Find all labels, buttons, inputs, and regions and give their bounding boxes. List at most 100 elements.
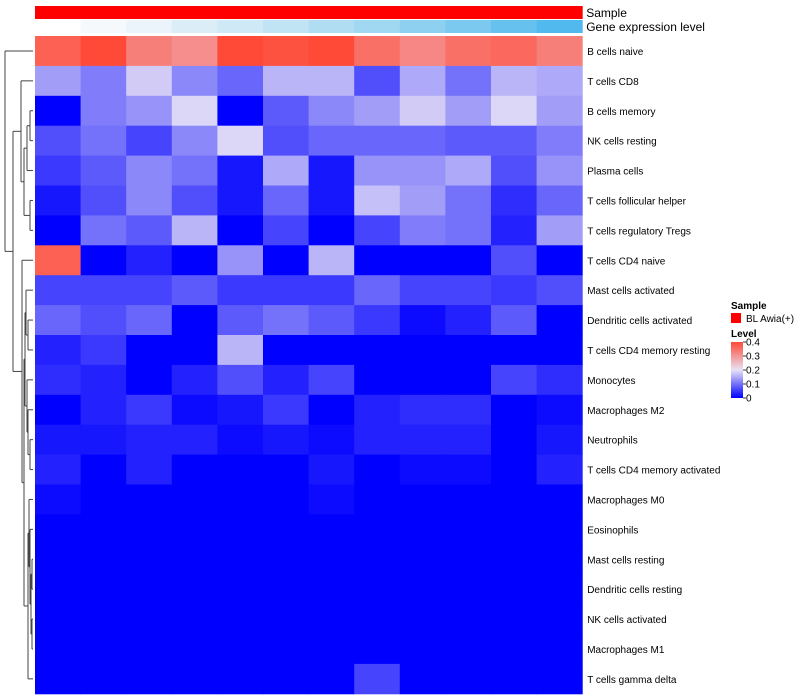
heatmap-cell	[399, 95, 446, 127]
heatmap-cell	[126, 95, 173, 127]
heatmap-cell	[171, 544, 218, 575]
heatmap-cell	[354, 574, 401, 605]
annotation-cell	[80, 6, 127, 19]
legend-sample-swatch	[731, 313, 741, 323]
heatmap-cell	[491, 275, 538, 306]
heatmap-cell	[171, 36, 218, 67]
heatmap-cell	[491, 663, 538, 695]
heatmap-cell	[308, 394, 355, 426]
heatmap-cell	[399, 185, 446, 216]
annotation-cell	[217, 6, 264, 19]
heatmap-cell	[80, 185, 127, 216]
heatmap-cell	[263, 663, 310, 695]
heatmap-cell	[491, 125, 538, 157]
heatmap-cell	[217, 125, 264, 157]
heatmap-cell	[354, 604, 401, 635]
heatmap-cell	[263, 155, 310, 186]
heatmap-cell	[80, 514, 127, 545]
heatmap-cell	[308, 574, 355, 605]
heatmap-cell	[80, 305, 127, 336]
heatmap-cell	[171, 634, 218, 665]
heatmap-cell	[536, 574, 583, 605]
heatmap-cell	[445, 364, 492, 396]
heatmap-cell	[80, 95, 127, 127]
row-label: Plasma cells	[587, 167, 643, 178]
heatmap-cell	[80, 155, 127, 186]
heatmap-cell	[354, 95, 401, 127]
annotation-cell	[263, 20, 310, 33]
heatmap-cell	[35, 424, 82, 456]
heatmap-cell	[126, 185, 173, 216]
row-label: T cells CD4 memory activated	[587, 466, 720, 477]
heatmap-cell	[171, 424, 218, 456]
heatmap-cell	[217, 95, 264, 127]
row-label: NK cells activated	[587, 615, 666, 626]
row-labels: B cells naive T cells CD8 B cells memory NK…	[587, 47, 720, 686]
heatmap-cell	[263, 305, 310, 336]
annotation-tracks	[35, 6, 583, 33]
heatmap-cell	[126, 364, 173, 396]
heatmap-cell	[399, 245, 446, 276]
heatmap-cell	[126, 484, 173, 515]
heatmap-cell	[354, 424, 401, 456]
heatmap-cell	[354, 454, 401, 485]
heatmap-cell	[35, 275, 82, 306]
heatmap-cell	[399, 275, 446, 306]
row-label: Eosinophils	[587, 525, 638, 536]
row-label: T cells CD8	[587, 77, 639, 88]
heatmap-cell	[171, 604, 218, 635]
annotation-cell	[35, 20, 82, 33]
heatmap-cell	[80, 65, 127, 97]
heatmap-cell	[491, 634, 538, 665]
heatmap-cell	[263, 634, 310, 665]
heatmap-cell	[445, 215, 492, 246]
heatmap-cell	[80, 604, 127, 635]
annotation-cell	[354, 20, 401, 33]
heatmap-cell	[308, 245, 355, 276]
heatmap-cell	[536, 544, 583, 575]
heatmap-cell	[308, 275, 355, 306]
row-label: T cells gamma delta	[587, 675, 677, 686]
heatmap-cell	[445, 245, 492, 276]
heatmap-cell	[35, 514, 82, 545]
heatmap-cell	[171, 185, 218, 216]
annotation-cell	[399, 20, 446, 33]
heatmap-cell	[399, 663, 446, 695]
heatmap-cell	[399, 215, 446, 246]
annotation-cell	[399, 6, 446, 19]
row-label: B cells naive	[587, 47, 644, 58]
heatmap-cell	[536, 514, 583, 545]
row-label: Monocytes	[587, 376, 635, 387]
heatmap-cell	[308, 454, 355, 485]
heatmap-cell	[171, 275, 218, 306]
heatmap-cell	[217, 454, 264, 485]
heatmap-cell	[217, 604, 264, 635]
heatmap-cell	[445, 65, 492, 97]
heatmap-cell	[536, 634, 583, 665]
annotation-cell	[354, 6, 401, 19]
heatmap-cell	[308, 155, 355, 186]
heatmap-cell	[491, 454, 538, 485]
row-label: Macrophages M2	[587, 406, 665, 417]
heatmap-cell	[491, 514, 538, 545]
heatmap-cell	[445, 394, 492, 426]
heatmap-cell	[217, 305, 264, 336]
heatmap-cell	[308, 185, 355, 216]
annotation-cell	[445, 6, 492, 19]
heatmap-cell	[491, 245, 538, 276]
heatmap-cell	[35, 305, 82, 336]
heatmap-cell	[308, 424, 355, 456]
legend-sample-title: Sample	[731, 301, 767, 312]
heatmap-cell	[217, 335, 264, 366]
heatmap-cell	[399, 125, 446, 157]
heatmap-cell	[491, 185, 538, 216]
heatmap-cell	[354, 36, 401, 67]
heatmap-cell	[491, 394, 538, 426]
heatmap-cell	[217, 155, 264, 186]
heatmap-cell	[399, 65, 446, 97]
heatmap-cell	[308, 544, 355, 575]
heatmap-cell	[445, 275, 492, 306]
heatmap-cell	[263, 185, 310, 216]
heatmap-cell	[171, 155, 218, 186]
row-label: Macrophages M1	[587, 645, 665, 656]
